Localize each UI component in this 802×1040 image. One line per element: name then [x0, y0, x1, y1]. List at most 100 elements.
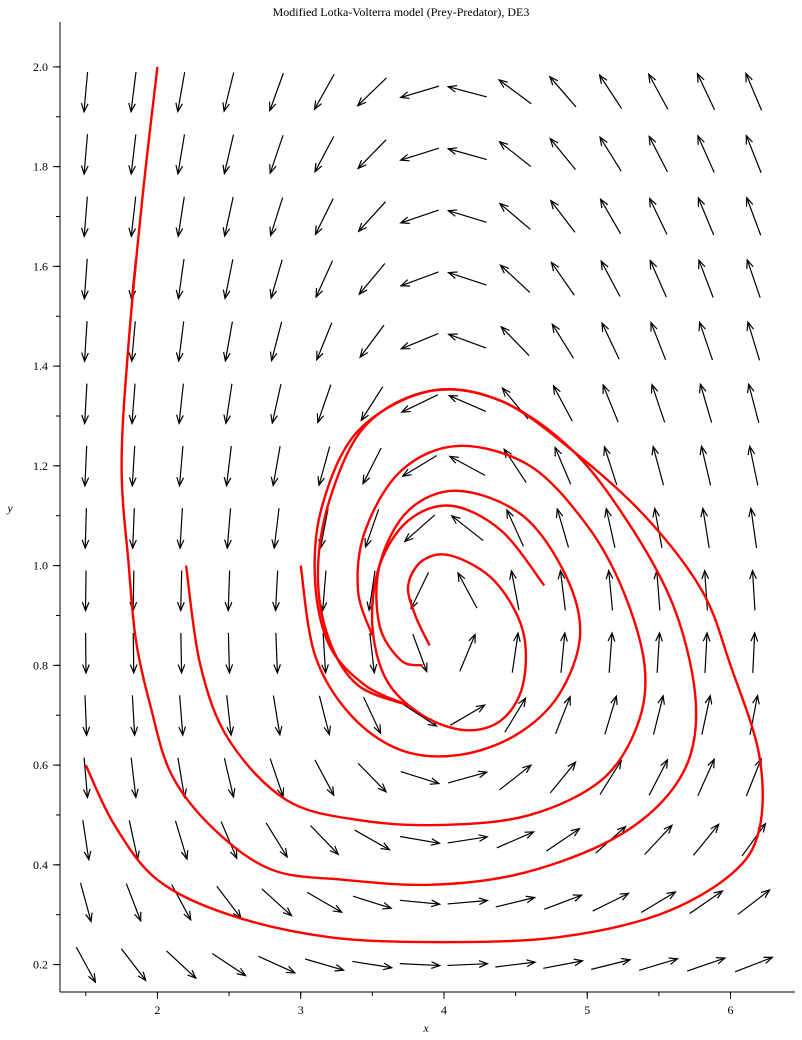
field-arrow-head — [134, 911, 142, 923]
field-arrow-head — [478, 960, 490, 968]
field-arrow-head — [501, 386, 511, 397]
field-arrow — [652, 694, 665, 735]
field-arrow-shaft — [314, 198, 334, 235]
field-arrow — [269, 197, 284, 238]
field-arrow — [741, 822, 767, 857]
field-arrow — [364, 509, 380, 549]
field-arrow-head — [648, 197, 657, 208]
field-arrow-head — [655, 631, 663, 642]
field-arrow-head — [178, 726, 187, 737]
field-arrow-head — [603, 445, 611, 456]
field-arrow — [358, 263, 386, 296]
field-arrow-shaft — [178, 321, 185, 362]
field-arrow — [317, 446, 331, 487]
field-arrow-shaft — [84, 383, 88, 424]
field-arrow-shaft — [132, 632, 135, 673]
field-arrow-head — [420, 662, 428, 674]
field-arrow — [745, 196, 762, 236]
field-arrow — [500, 325, 530, 356]
field-arrow-head — [567, 760, 577, 771]
field-arrow — [81, 570, 90, 613]
field-arrow-shaft — [602, 384, 619, 423]
field-arrow-shaft — [510, 570, 520, 611]
field-arrow — [446, 85, 487, 98]
field-arrow-head — [447, 333, 458, 341]
field-arrow-head — [450, 514, 461, 524]
field-arrow-head — [323, 725, 332, 737]
field-arrow — [399, 332, 439, 350]
field-arrow — [399, 147, 440, 162]
field-arrow — [399, 899, 442, 908]
field-arrow-head — [748, 506, 756, 518]
field-arrow-head — [477, 770, 489, 779]
field-arrow — [543, 894, 584, 910]
field-arrow — [356, 139, 387, 170]
field-arrow-shaft — [216, 885, 242, 919]
field-arrow-shaft — [741, 823, 766, 857]
field-arrow-shaft — [82, 820, 90, 860]
field-arrow-shaft — [737, 889, 770, 915]
field-arrow-head — [128, 414, 137, 426]
field-arrow-shaft — [748, 384, 760, 424]
field-arrow-shaft — [357, 77, 387, 107]
field-arrow — [448, 770, 489, 784]
field-arrow-head — [666, 891, 677, 900]
field-arrow-head — [270, 414, 278, 425]
field-arrow-head — [497, 78, 508, 88]
field-arrow-shaft — [651, 384, 666, 423]
field-arrow — [644, 824, 674, 855]
field-arrow — [557, 569, 566, 611]
field-arrow-head — [272, 601, 280, 613]
field-arrow-head — [224, 601, 233, 613]
y-tick-label: 1.8 — [33, 160, 48, 174]
field-arrow — [746, 382, 760, 424]
field-arrow-head — [82, 664, 90, 675]
field-arrow-shaft — [648, 759, 669, 796]
field-arrow-head — [509, 569, 517, 580]
field-arrow-shaft — [704, 570, 708, 611]
field-arrow-head — [746, 258, 754, 269]
field-arrow-shaft — [511, 633, 519, 673]
field-arrow — [457, 571, 478, 609]
field-arrow-head — [357, 222, 367, 233]
y-tick-label: 1.2 — [33, 459, 48, 473]
field-arrow-shaft — [749, 446, 759, 486]
field-arrow — [128, 321, 137, 363]
field-arrow — [651, 444, 665, 486]
field-arrow — [269, 321, 283, 363]
field-arrow — [176, 445, 185, 488]
field-arrow-head — [80, 165, 89, 176]
field-arrow-shaft — [177, 134, 186, 174]
field-arrow — [223, 383, 233, 425]
field-arrow — [604, 507, 616, 548]
field-arrow-shaft — [314, 136, 335, 173]
field-arrow-head — [760, 889, 771, 899]
field-arrow-shaft — [357, 139, 387, 169]
field-arrow-head — [315, 288, 323, 299]
y-tick-label: 0.2 — [33, 958, 48, 972]
field-arrow-shaft — [314, 759, 335, 796]
field-arrow — [120, 948, 147, 982]
field-arrow-shaft — [495, 896, 535, 908]
field-arrow-head — [270, 476, 279, 488]
field-arrow-shaft — [271, 383, 282, 424]
field-arrow-head — [697, 134, 705, 145]
field-arrow-head — [560, 631, 568, 642]
vector-field — [75, 71, 774, 984]
field-arrow — [701, 568, 710, 611]
field-arrow-shaft — [130, 196, 137, 237]
field-arrow-head — [369, 663, 378, 675]
y-tick-label: 1.0 — [33, 559, 48, 573]
field-arrow-shaft — [550, 200, 576, 233]
field-arrow-head — [399, 279, 411, 287]
field-arrow — [175, 196, 185, 238]
field-arrow — [363, 696, 382, 735]
field-arrow — [511, 631, 521, 673]
field-arrow-head — [401, 468, 412, 478]
field-arrow-shaft — [560, 632, 566, 673]
field-arrow — [509, 569, 520, 611]
field-arrow-head — [499, 264, 510, 274]
field-arrow-shaft — [554, 447, 572, 485]
field-arrow — [399, 85, 440, 99]
field-arrow-shaft — [734, 956, 773, 973]
